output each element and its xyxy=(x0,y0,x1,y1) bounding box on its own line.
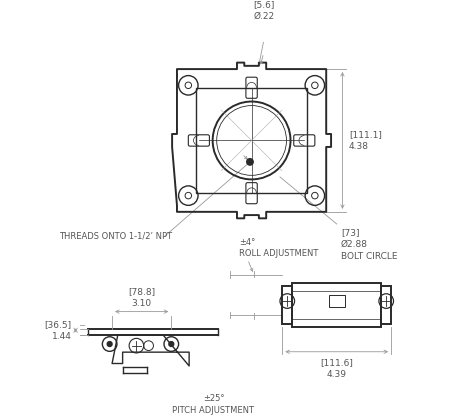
Bar xyxy=(283,286,292,324)
Bar xyxy=(329,295,345,307)
Bar xyxy=(382,286,391,324)
Bar xyxy=(292,283,382,327)
Text: [73]
Ø2.88
BOLT CIRCLE: [73] Ø2.88 BOLT CIRCLE xyxy=(341,228,398,261)
Text: THREADS ONTO 1-1/2’ NPT: THREADS ONTO 1-1/2’ NPT xyxy=(59,232,172,241)
Text: ±4°
ROLL ADJUSTMENT: ±4° ROLL ADJUSTMENT xyxy=(239,238,319,259)
Circle shape xyxy=(169,342,174,347)
Circle shape xyxy=(247,159,253,165)
Text: [5.6]
Ø.22: [5.6] Ø.22 xyxy=(253,0,275,20)
Text: [111.6]
4.39: [111.6] 4.39 xyxy=(320,358,353,379)
Circle shape xyxy=(107,342,112,347)
Text: ±25°
PITCH ADJUSTMENT: ±25° PITCH ADJUSTMENT xyxy=(172,394,254,415)
Text: [111.1]
4.38: [111.1] 4.38 xyxy=(349,130,382,151)
Text: [78.8]
3.10: [78.8] 3.10 xyxy=(128,287,155,308)
Text: [36.5]
1.44: [36.5] 1.44 xyxy=(44,320,72,341)
Bar xyxy=(196,88,307,193)
